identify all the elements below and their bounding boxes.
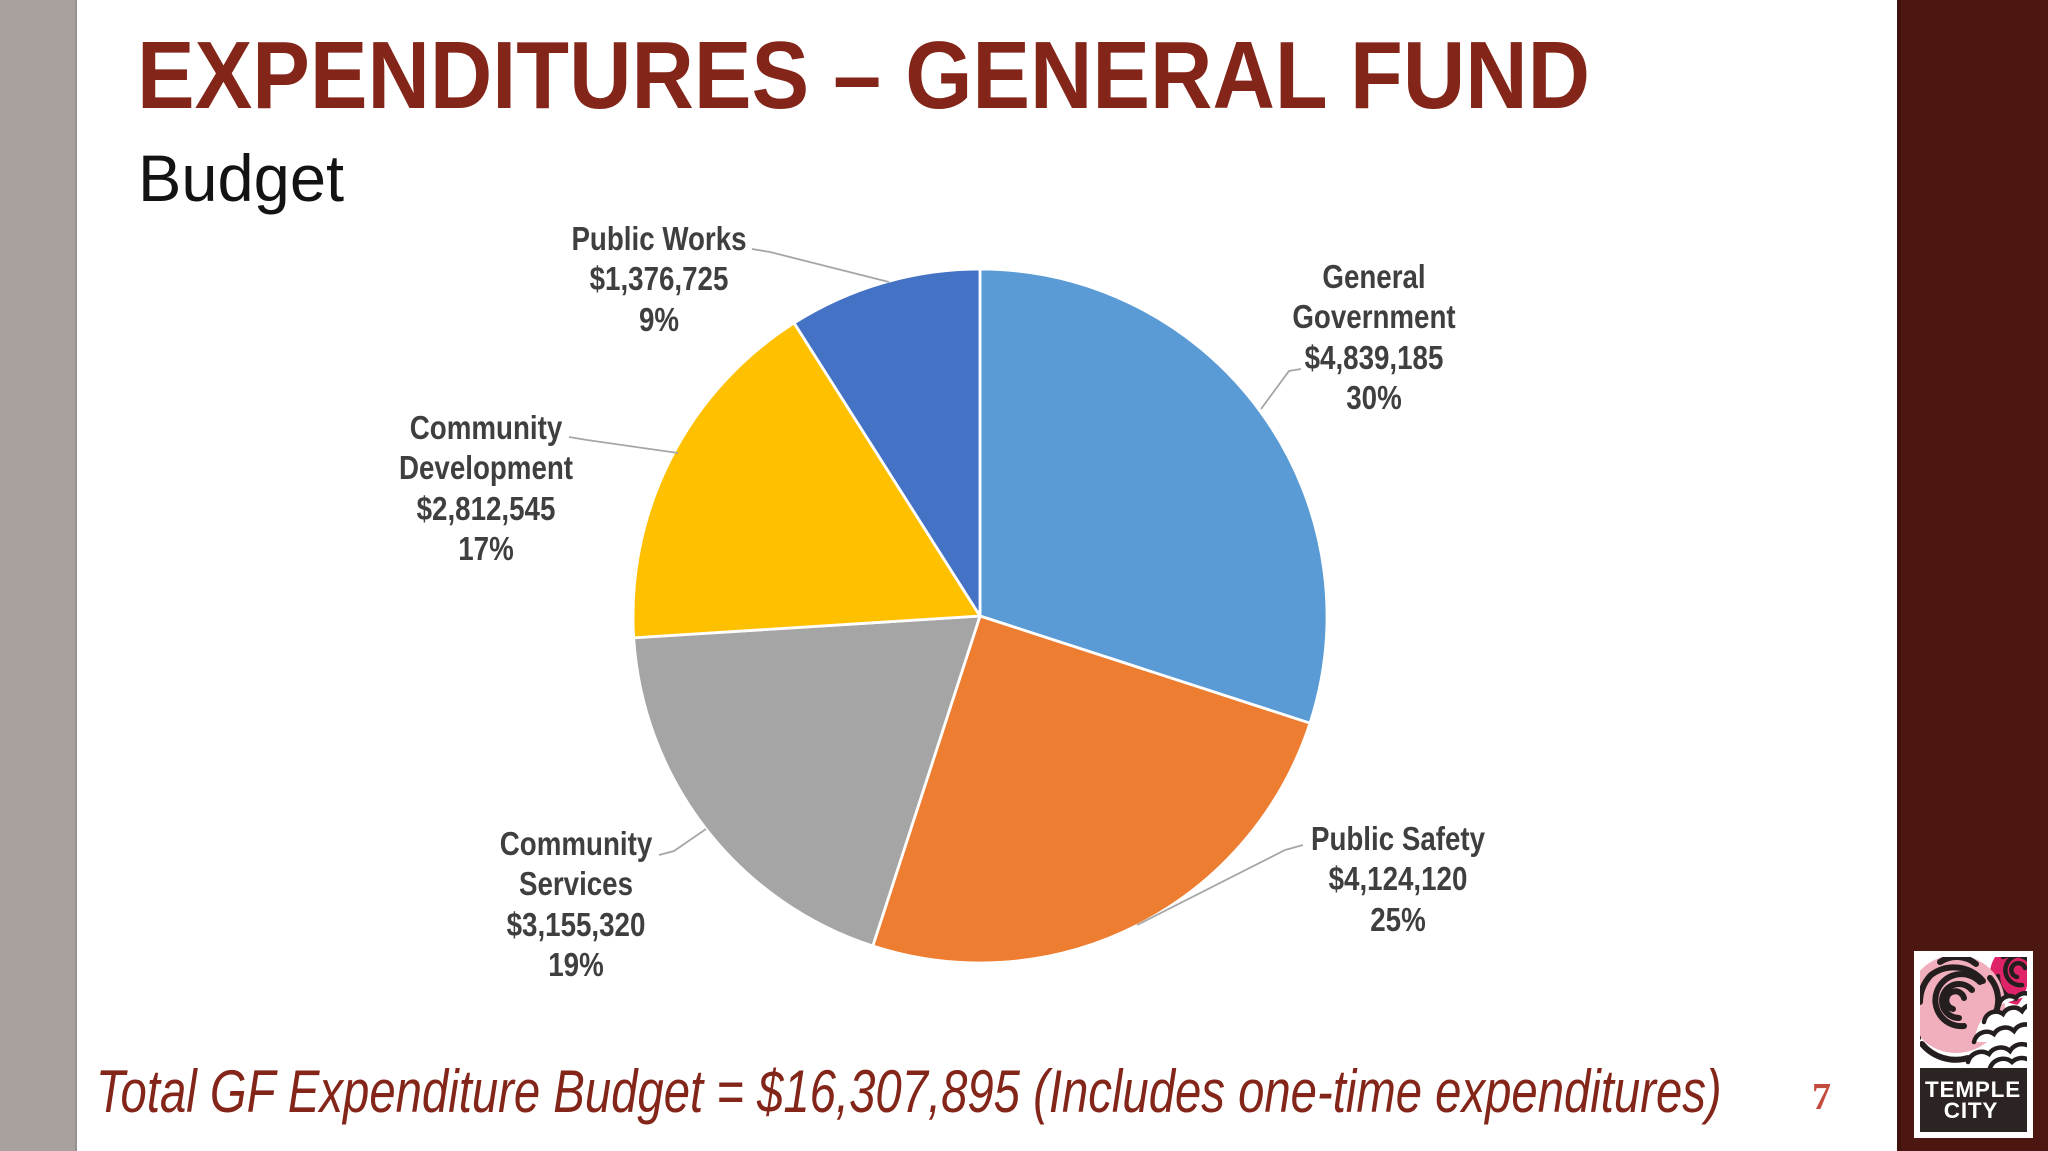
svg-text:CITY: CITY bbox=[1944, 1098, 1998, 1123]
svg-text:TEMPLE: TEMPLE bbox=[1925, 1077, 2021, 1102]
